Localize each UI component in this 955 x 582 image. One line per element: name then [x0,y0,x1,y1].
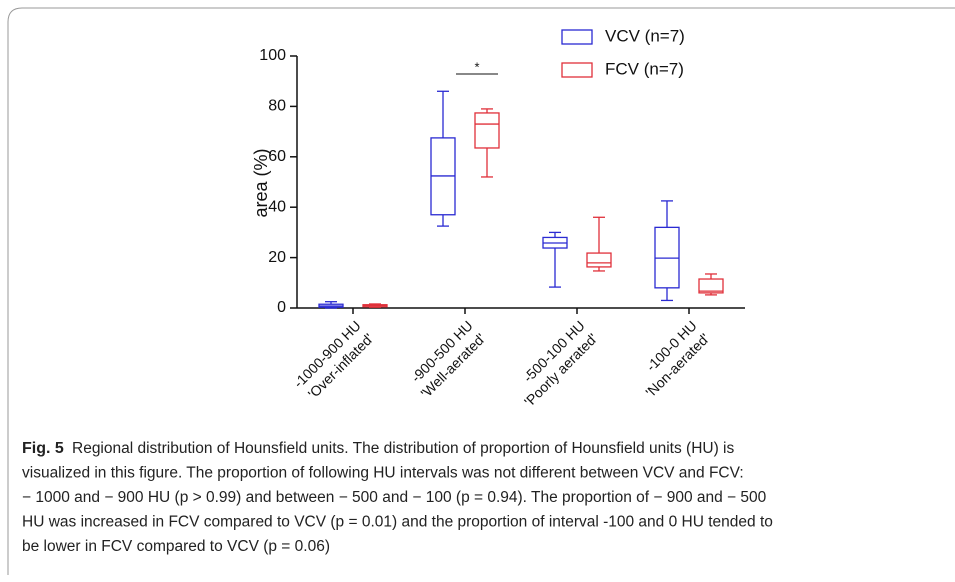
legend-swatch [561,62,593,78]
y-tick-label: 40 [268,198,286,215]
y-axis-label: area (%) [251,148,271,217]
significance-mark: * [474,59,479,74]
caption-line: be lower in FCV compared to VCV (p = 0.0… [22,538,330,555]
y-tick-label: 60 [268,148,286,165]
frame [7,7,955,575]
caption-line: HU was increased in FCV compared to VCV … [22,514,773,531]
legend-label: FCV (n=7) [605,59,684,78]
x-tick-label: -500-100 HU'Poorly aerated' [520,317,601,409]
y-tick-label: 0 [277,299,286,316]
x-tick-label: -1000-900 HU'Over-inflated' [290,317,376,401]
legend-label: VCV (n=7) [605,26,685,45]
caption-line: visualized in this figure. The proportio… [22,465,744,482]
x-tick-label: -100-0 HU'Non-aerated' [642,317,712,400]
box [698,278,724,294]
y-tick-label: 80 [268,98,286,115]
legend-swatch [561,29,593,45]
y-tick-label: 20 [268,249,286,266]
caption-line: Regional distribution of Hounsfield unit… [72,440,735,457]
box [586,252,612,268]
x-tick-label: -900-500 HU'Well-aerated' [408,317,489,401]
caption-line: − 1000 and − 900 HU (p > 0.99) and betwe… [22,489,767,506]
y-tick-label: 100 [259,47,286,64]
box [474,112,500,149]
caption-label: Fig. 5 [22,440,64,457]
